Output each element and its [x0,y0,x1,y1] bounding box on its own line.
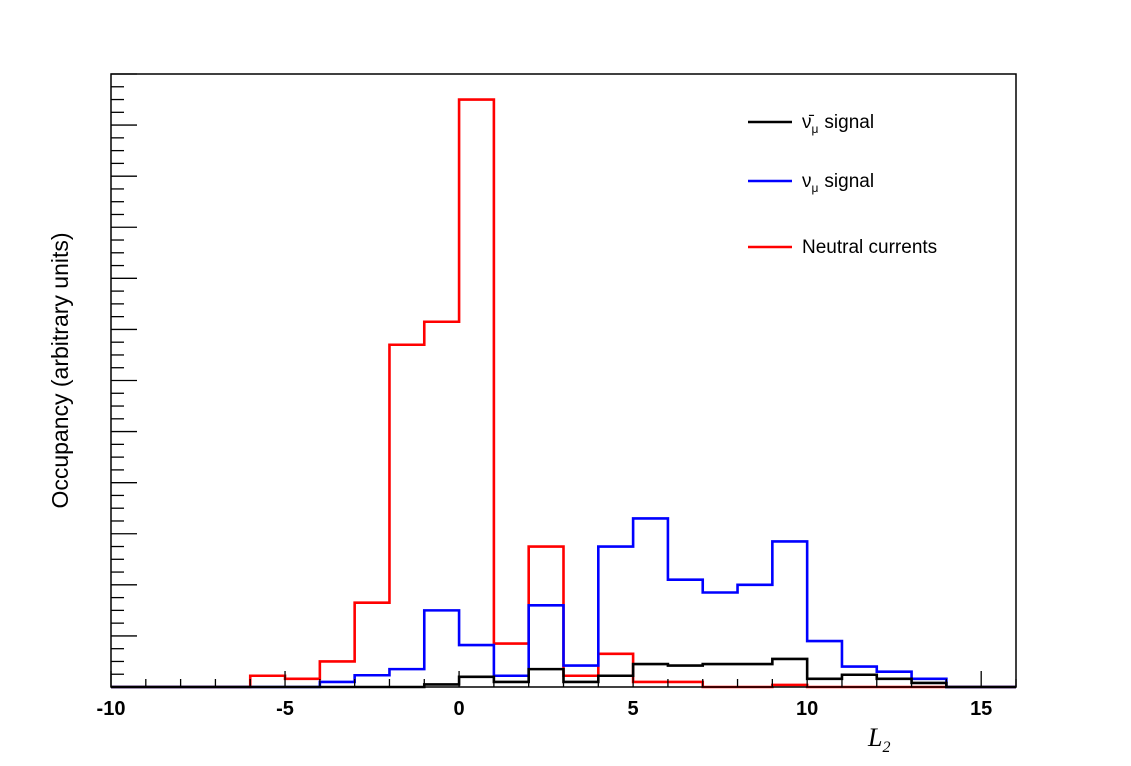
legend-subscript: μ [812,122,819,136]
series-line-1 [111,517,1016,689]
y-axis-label: Occupancy (arbitrary units) [47,232,73,508]
x-axis-label-sub: 2 [882,739,890,756]
legend-text: signal [824,112,874,133]
legend-subscript: μ [812,181,819,195]
legend-text: signal [824,171,874,192]
x-tick-label: -10 [97,698,126,720]
x-tick-label: 15 [970,698,992,720]
legend-entry-label: Neutral currents [802,237,937,258]
legend-entry-label: ν̄μ signal [802,112,874,136]
ticks-layer: -10 -5 0 5 10 15 [97,73,1017,720]
x-tick-label: 0 [454,698,465,720]
legend-entry-label: νμ signal [802,171,874,195]
x-tick-label: 10 [796,698,818,720]
legend-symbol: ν̄ [802,112,815,133]
labels-layer: Occupancy (arbitrary units) L2 [47,232,890,756]
series-layer [111,98,1016,689]
x-tick-label: -5 [276,698,294,720]
x-axis-label-main: L [867,723,882,752]
x-axis-label: L2 [867,723,890,756]
series-line-0 [111,98,1016,689]
x-tick-label: 5 [628,698,639,720]
legend-symbol: ν [802,171,812,192]
